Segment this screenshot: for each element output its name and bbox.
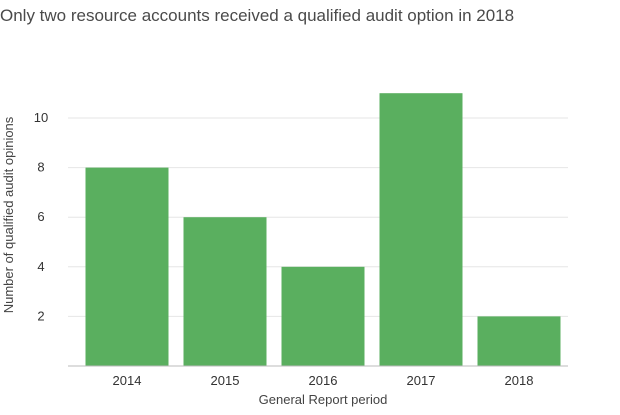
bar-2014 <box>85 167 169 366</box>
y-tick-label: 8 <box>37 160 44 175</box>
x-tick-label: 2016 <box>309 373 338 388</box>
y-axis-title: Number of qualified audit opinions <box>1 116 16 313</box>
x-axis-title: General Report period <box>259 392 388 407</box>
y-tick-label: 10 <box>34 110 48 125</box>
bar-2018 <box>477 316 561 366</box>
y-tick-label: 6 <box>37 209 44 224</box>
x-tick-label: 2018 <box>505 373 534 388</box>
bar-2016 <box>281 266 365 366</box>
x-tick-label: 2015 <box>211 373 240 388</box>
y-tick-labels: 2 4 6 8 10 <box>34 110 48 323</box>
chart-title: Only two resource accounts received a qu… <box>0 6 515 25</box>
bar-2017 <box>379 93 463 366</box>
y-tick-label: 4 <box>37 259 44 274</box>
x-tick-label: 2017 <box>407 373 436 388</box>
bars <box>85 93 561 366</box>
bar-2015 <box>183 217 267 366</box>
y-tick-label: 2 <box>37 308 44 323</box>
x-tick-label: 2014 <box>113 373 142 388</box>
x-tick-labels: 2014 2015 2016 2017 2018 <box>113 373 534 388</box>
